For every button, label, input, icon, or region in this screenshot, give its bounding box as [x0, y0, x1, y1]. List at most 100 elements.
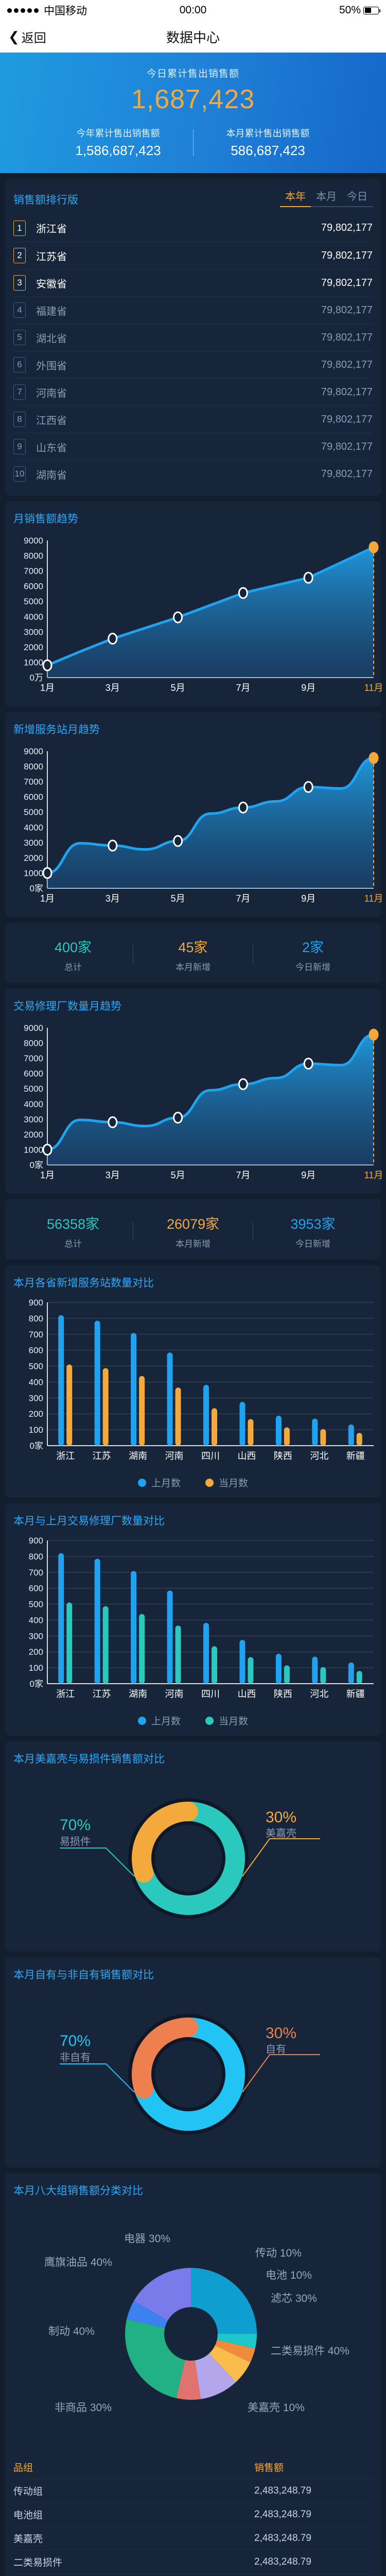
svg-text:4000: 4000 [24, 612, 43, 622]
table-row[interactable]: 4 福建省 79,802,177 [13, 296, 373, 324]
new-station-trend-title: 新增服务站月趋势 [13, 724, 100, 736]
svg-text:8000: 8000 [24, 551, 43, 561]
hero-sub-stats: 今年累计售出销售额 1,586,687,423 本月累计售出销售额 586,68… [0, 126, 386, 159]
navigation-bar: ❮ 返回 数据中心 [0, 21, 386, 53]
svg-text:900: 900 [29, 1536, 43, 1546]
back-button[interactable]: ❮ 返回 [0, 28, 46, 46]
kpi-total-label: 总计 [64, 962, 82, 972]
table-row[interactable]: 5 湖北省 79,802,177 [13, 324, 373, 351]
kpi-month-new: 45家 本月新增 [133, 936, 253, 973]
new-station-trend-card: 新增服务站月趋势 0家 1000 2000 3000 4000 5000 6000 7000 8… [5, 712, 383, 917]
svg-text:800: 800 [29, 1314, 43, 1324]
legend-item-last-month: 上月数 [137, 1714, 181, 1727]
rank-badge: 4 [13, 302, 26, 318]
table-row[interactable]: 7 河南省 79,802,177 [13, 378, 373, 405]
year-sales-value: 1,586,687,423 [75, 143, 161, 158]
chevron-left-icon: ❮ [8, 29, 20, 44]
group-name: 美嘉壳 [13, 2534, 43, 2545]
tab-today[interactable]: 今日 [342, 188, 373, 207]
svg-text:浙江: 浙江 [56, 1689, 75, 1699]
hero-divider [192, 129, 194, 156]
svg-text:1月: 1月 [40, 893, 55, 904]
svg-text:山西: 山西 [237, 1451, 256, 1461]
column-header-sales: 销售额 [254, 2463, 284, 2473]
province-name: 江西省 [36, 415, 67, 427]
svg-text:800: 800 [29, 1552, 43, 1562]
rank-badge: 1 [13, 220, 26, 236]
tab-this-month[interactable]: 本月 [311, 188, 342, 207]
province-new-stations-title: 本月各省新增服务站数量对比 [13, 1277, 154, 1289]
province-repair-shops-legend: 上月数 当月数 [13, 1714, 373, 1727]
new-station-trend-chart: 0家 1000 2000 3000 4000 5000 6000 7000 8000 9000 1月… [13, 744, 383, 909]
mjk-vs-parts-title: 本月美嘉壳与易损件销售额对比 [13, 1753, 165, 1765]
svg-text:自有: 自有 [266, 2043, 286, 2055]
tab-this-year[interactable]: 本年 [280, 188, 311, 207]
legend-label: 当月数 [219, 1478, 249, 1489]
rank-badge: 9 [13, 439, 26, 454]
province-new-stations-card: 本月各省新增服务站数量对比 0家 100 200 300 400 500 600 700 800… [5, 1265, 381, 1498]
mjk-vs-parts-donut: 70% 易损件 30% 美嘉壳 [13, 1773, 373, 1943]
svg-text:美嘉壳: 美嘉壳 [266, 1827, 296, 1839]
table-header-row: 品组 销售额 [13, 2455, 373, 2479]
table-row[interactable]: 传动组 2,483,248.79 [13, 2479, 373, 2503]
svg-text:100: 100 [29, 1425, 43, 1435]
svg-text:900: 900 [29, 1298, 43, 1308]
table-row[interactable]: 9 山东省 79,802,177 [13, 433, 373, 460]
table-row[interactable]: 电池组 2,483,248.79 [13, 2503, 373, 2527]
kpi-today-new-value: 2家 [302, 940, 324, 955]
svg-text:30%: 30% [266, 2025, 296, 2042]
svg-text:5000: 5000 [24, 807, 43, 817]
table-row[interactable]: 10 湖南省 79,802,177 [13, 460, 373, 487]
sales-value: 79,802,177 [321, 359, 373, 370]
rank-badge: 6 [13, 357, 26, 372]
today-sales-label: 今日累计售出销售额 [146, 69, 239, 79]
column-header-group: 品组 [13, 2463, 33, 2473]
table-row[interactable]: 6 外围省 79,802,177 [13, 351, 373, 378]
rank-badge: 8 [13, 412, 26, 427]
svg-text:0家: 0家 [30, 1679, 43, 1689]
table-row[interactable]: 二类易损件 2,483,248.79 [13, 2550, 373, 2574]
table-row[interactable]: 滤芯组2,483,248.79 [13, 2574, 373, 2576]
group-sales-value: 2,483,248.79 [254, 2509, 311, 2520]
province-name: 山东省 [36, 442, 67, 454]
province-repair-shops-card: 本月与上月交易修理厂数量对比 0家 100 200 300 400 500 600 700 80… [5, 1503, 381, 1736]
table-row[interactable]: 美嘉壳 2,483,248.79 [13, 2527, 373, 2550]
svg-text:非商品 30%: 非商品 30% [55, 2402, 112, 2414]
svg-text:9月: 9月 [301, 893, 315, 904]
svg-text:4000: 4000 [24, 823, 43, 833]
carrier-label: 中国移动 [44, 5, 87, 17]
svg-text:3000: 3000 [24, 838, 43, 848]
svg-text:易损件: 易损件 [60, 1836, 91, 1848]
province-name: 外围省 [36, 360, 67, 372]
svg-text:200: 200 [29, 1409, 43, 1419]
legend-dot-icon [205, 1716, 214, 1725]
svg-text:江苏: 江苏 [93, 1451, 111, 1461]
year-sales-stat: 今年累计售出销售额 1,586,687,423 [44, 126, 193, 159]
svg-text:2000: 2000 [24, 1130, 43, 1140]
own-vs-nonown-card: 本月自有与非自有销售额对比 70% 非自有 30% 自有 [5, 1957, 381, 2167]
svg-text:新疆: 新疆 [346, 1451, 365, 1461]
kpi-month-new-label: 本月新增 [176, 962, 210, 972]
svg-text:8000: 8000 [24, 1039, 43, 1048]
table-row[interactable]: 8 江西省 79,802,177 [13, 405, 373, 433]
svg-text:600: 600 [29, 1584, 43, 1594]
month-sales-value: 586,687,423 [231, 143, 305, 158]
table-row[interactable]: 1 浙江省 79,802,177 [13, 214, 373, 242]
kpi-total-value: 400家 [54, 940, 92, 955]
svg-text:7000: 7000 [24, 1054, 43, 1063]
svg-text:11月: 11月 [364, 893, 383, 904]
svg-text:8000: 8000 [24, 762, 43, 772]
kpi-total-value: 56358家 [46, 1216, 100, 1232]
battery-icon [363, 6, 381, 14]
svg-text:电池 10%: 电池 10% [266, 2269, 312, 2281]
kpi-today-new-label: 今日新增 [295, 962, 330, 972]
sales-value: 79,802,177 [321, 304, 373, 316]
province-new-stations-legend: 上月数 当月数 [13, 1476, 373, 1489]
province-name: 安徽省 [36, 278, 67, 290]
repair-shop-kpis: 56358家 总计 26079家 本月新增 3953家 今日新增 [13, 1209, 373, 1251]
sales-value: 79,802,177 [321, 468, 373, 480]
table-row[interactable]: 2 江苏省 79,802,177 [13, 242, 373, 269]
svg-text:4000: 4000 [24, 1099, 43, 1109]
table-row[interactable]: 3 安徽省 79,802,177 [13, 269, 373, 296]
svg-text:9月: 9月 [301, 683, 315, 693]
